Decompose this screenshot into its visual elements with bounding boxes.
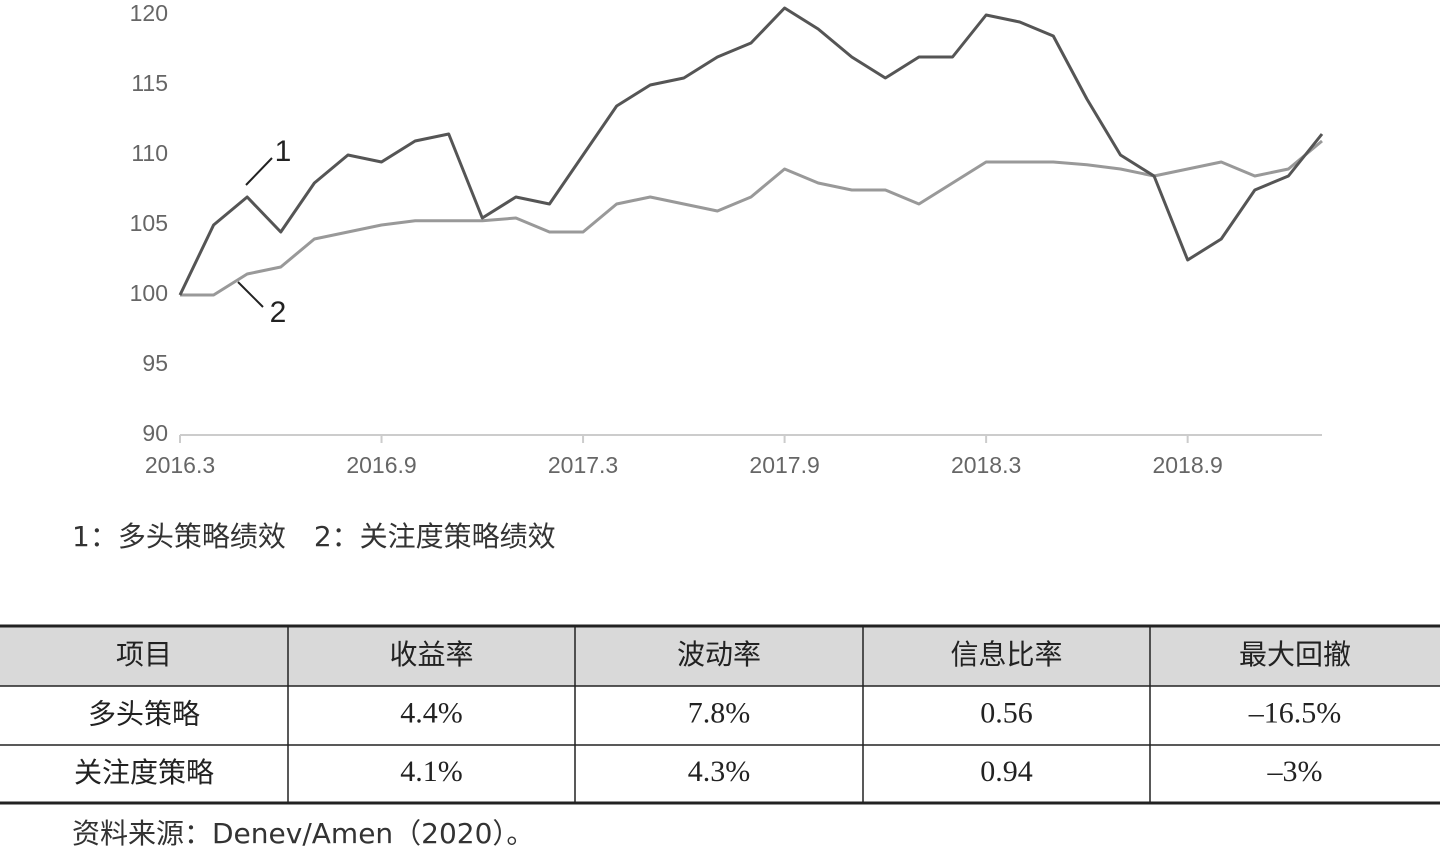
table-header-bg [0, 626, 1440, 686]
table-header-cell: 信息比率 [950, 638, 1062, 671]
x-tick-label: 2017.3 [548, 452, 618, 478]
x-tick-label: 2016.3 [145, 452, 215, 478]
leader-line [245, 157, 273, 186]
table-cell: 关注度策略 [74, 756, 214, 789]
series-line [178, 6, 1324, 296]
table-header-cell: 波动率 [677, 638, 761, 671]
leader-line [237, 281, 264, 308]
x-tick-label: 2016.9 [346, 452, 416, 478]
y-tick-label: 120 [130, 0, 168, 26]
y-tick-label: 95 [142, 350, 168, 376]
series-label: 2 [270, 296, 287, 329]
caption: 1：多头策略绩效 2：关注度策略绩效 [72, 520, 556, 553]
series-label: 1 [275, 135, 292, 168]
source: 资料来源：Denev/Amen（2020）。 [72, 817, 534, 850]
y-tick-label: 100 [130, 280, 168, 306]
table-header-cell: 收益率 [389, 638, 473, 671]
y-tick-label: 90 [142, 420, 168, 446]
y-tick-label: 110 [131, 140, 168, 166]
table-cell: 4.3% [688, 755, 751, 788]
x-tick-label: 2018.3 [951, 452, 1021, 478]
table-cell: 0.56 [980, 696, 1033, 729]
table-header-cell: 最大回撤 [1239, 638, 1351, 671]
table-cell: –3% [1267, 755, 1323, 788]
table-header-cell: 项目 [116, 638, 172, 671]
table-cell: 7.8% [688, 696, 751, 729]
y-tick-label: 105 [130, 210, 168, 236]
y-tick-label: 115 [131, 70, 168, 96]
table-cell: –16.5% [1248, 696, 1342, 729]
x-tick-label: 2018.9 [1152, 452, 1222, 478]
table-cell: 多头策略 [88, 698, 200, 731]
table-cell: 4.1% [400, 755, 463, 788]
table-cell: 0.94 [980, 755, 1033, 788]
series-line [180, 139, 1323, 297]
x-tick-label: 2017.9 [749, 452, 819, 478]
table-cell: 4.4% [400, 696, 463, 729]
